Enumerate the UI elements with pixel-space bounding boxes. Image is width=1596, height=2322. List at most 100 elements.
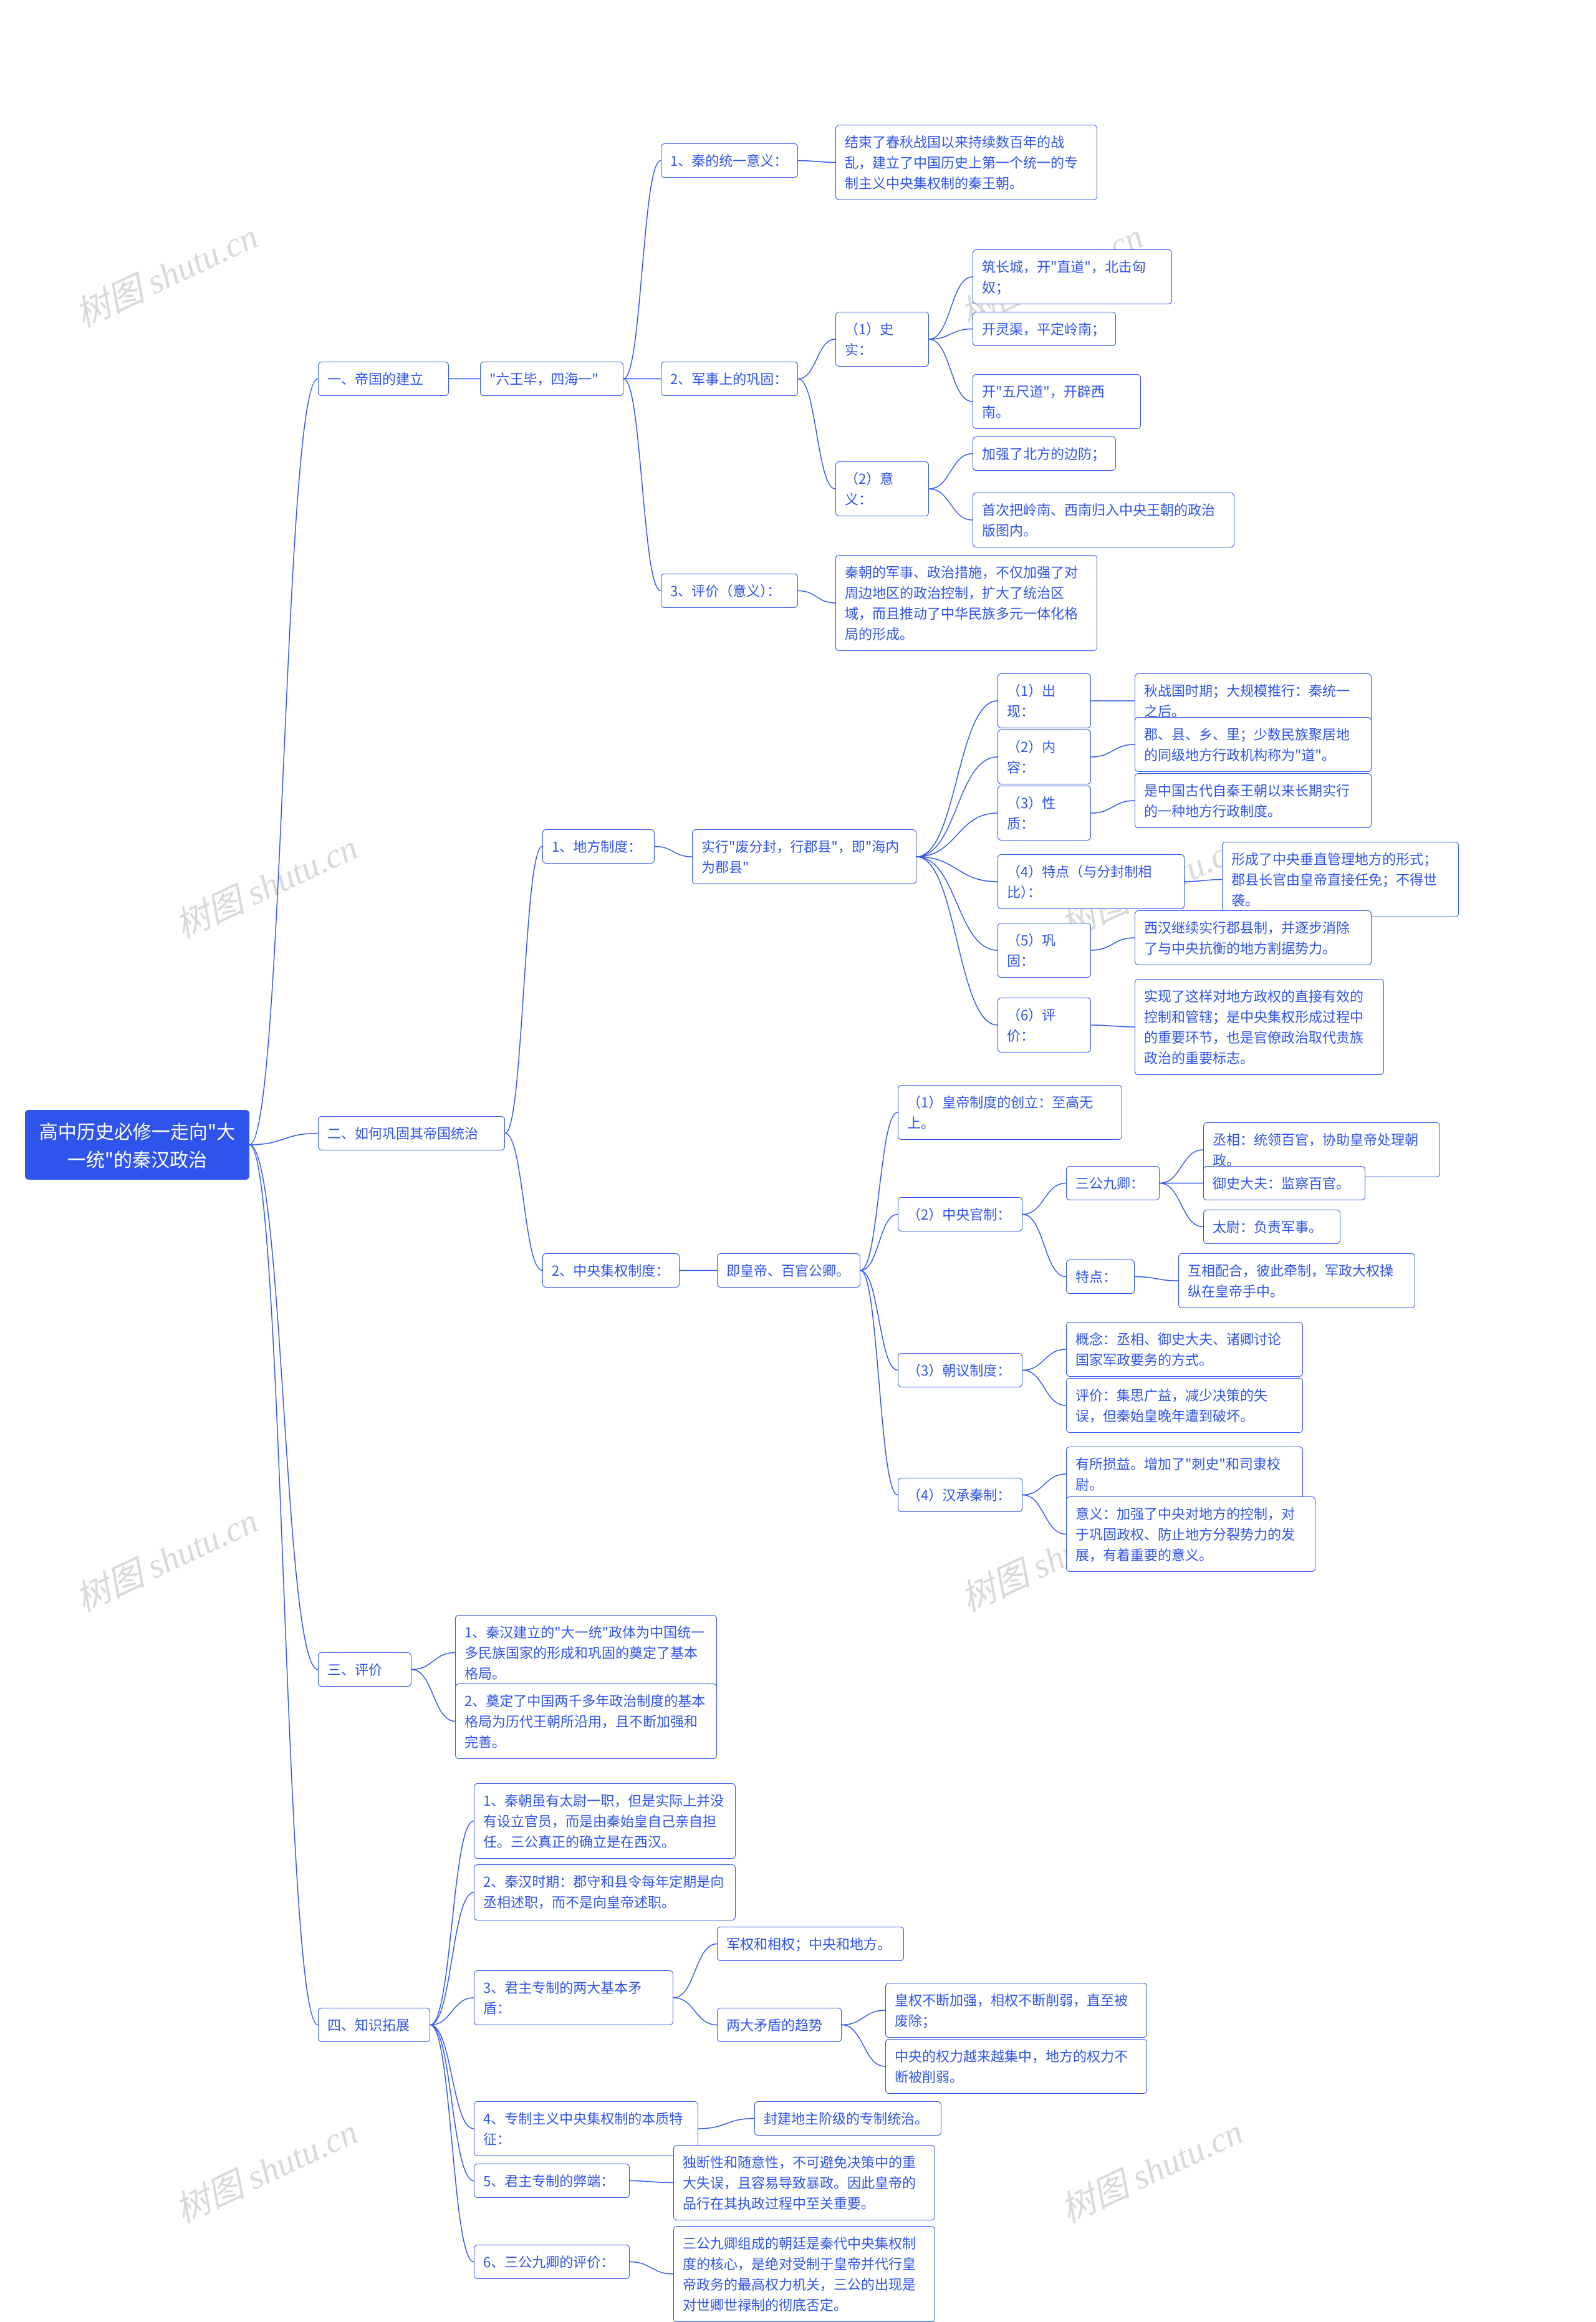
mindmap-node: 三、评价 (318, 1652, 411, 1687)
mindmap-node: 特点： (1066, 1260, 1135, 1294)
mindmap-node: 6、三公九卿的评价： (474, 2245, 630, 2279)
mindmap-edge (1185, 880, 1222, 882)
mindmap-node: 独断性和随意性，不可避免决策中的重大失误，且容易导致暴政。因此皇帝的品行在其执政… (673, 2145, 935, 2220)
mindmap-node: （4）汉承秦制： (898, 1478, 1022, 1512)
mindmap-edge (505, 1134, 542, 1271)
watermark: 树图 shutu.cn (166, 2104, 365, 2233)
mindmap-node: （5）巩固： (998, 923, 1091, 978)
mindmap-edge (842, 2025, 885, 2067)
mindmap-edge (929, 489, 973, 520)
mindmap-node: 三公九卿： (1066, 1166, 1160, 1200)
mindmap-edge (630, 2262, 673, 2275)
mindmap-node: 互相配合，彼此牵制，军政大权操纵在皇帝手中。 (1178, 1253, 1415, 1308)
mindmap-node: （2）中央官制： (898, 1197, 1022, 1231)
mindmap-node: （4）特点（与分封制相比）： (998, 854, 1185, 909)
mindmap-edge (929, 329, 973, 340)
mindmap-edge (1091, 744, 1135, 757)
mindmap-edge (505, 847, 542, 1134)
mindmap-node: 郡、县、乡、里；少数民族聚居地的同级地方行政机构称为"道"。 (1135, 717, 1372, 772)
mindmap-node: （6）评价： (998, 998, 1091, 1053)
mindmap-node: 结束了春秋战国以来持续数百年的战乱，建立了中国历史上第一个统一的专制主义中央集权… (835, 125, 1097, 200)
mindmap-edge (430, 2025, 474, 2129)
mindmap-edge (1091, 801, 1135, 813)
mindmap-node: 是中国古代自秦王朝以来长期实行的一种地方行政制度。 (1135, 773, 1372, 828)
mindmap-edge (860, 1271, 898, 1495)
mindmap-edge (1022, 1371, 1066, 1406)
mindmap-node: 形成了中央垂直管理地方的形式；郡县长官由皇帝直接任免；不得世袭。 (1222, 842, 1459, 917)
mindmap-node: （2）意义： (835, 461, 929, 516)
mindmap-node: 4、专制主义中央集权制的本质特征： (474, 2101, 698, 2156)
mindmap-edge (1091, 1025, 1135, 1027)
mindmap-node: "六王毕，四海一" (480, 362, 623, 396)
mindmap-node: 2、奠定了中国两千多年政治制度的基本格局为历代王朝所沿用，且不断加强和完善。 (455, 1684, 717, 1759)
mindmap-node: 实行"废分封，行郡县"，即"海内为郡县" (692, 829, 916, 884)
mindmap-node: 皇权不断加强，相权不断削弱，直至被废除； (885, 1983, 1147, 2038)
mindmap-edge (798, 591, 835, 604)
mindmap-node: 中央的权力越来越集中，地方的权力不断被削弱。 (885, 2039, 1147, 2094)
mindmap-node: 1、秦朝虽有太尉一职，但是实际上并没有设立官员，而是由秦始皇自己亲自担任。三公真… (474, 1783, 736, 1859)
mindmap-edge (430, 1892, 474, 2025)
mindmap-edge (1022, 1183, 1066, 1215)
watermark: 树图 shutu.cn (66, 209, 265, 337)
mindmap-node: （1）史实： (835, 312, 929, 367)
mindmap-node: （3）朝议制度： (898, 1353, 1022, 1387)
mindmap-node: 两大矛盾的趋势 (717, 2008, 842, 2042)
mindmap-node: 概念：丞相、御史大夫、诸卿讨论国家军政要务的方式。 (1066, 1322, 1303, 1377)
mindmap-edge (430, 1998, 474, 2025)
mindmap-node: 3、评价（意义）： (661, 574, 798, 608)
mindmap-edge (698, 2119, 754, 2129)
mindmap-edge (673, 1998, 717, 2025)
mindmap-edge (798, 379, 835, 489)
mindmap-node: 实现了这样对地方政权的直接有效的控制和管辖；是中央集权形成过程中的重要环节，也是… (1135, 979, 1384, 1075)
mindmap-edge (929, 277, 973, 339)
mindmap-edge (916, 857, 998, 950)
mindmap-edge (430, 2025, 474, 2262)
mindmap-node: 2、军事上的巩固： (661, 362, 798, 396)
mindmap-node: 秦朝的军事、政治措施，不仅加强了对周边地区的政治控制，扩大了统治区域，而且推动了… (835, 555, 1097, 651)
mindmap-edge (860, 1271, 898, 1371)
mindmap-node: 开灵渠，平定岭南； (973, 312, 1116, 346)
mindmap-edge (655, 847, 692, 857)
mindmap-edge (929, 454, 973, 489)
mindmap-node: （1）出现： (998, 673, 1091, 728)
mindmap-edge (842, 2010, 885, 2025)
mindmap-edge (249, 379, 318, 1145)
mindmap-node: 四、知识拓展 (318, 2008, 430, 2042)
mindmap-edge (1160, 1183, 1203, 1227)
mindmap-edge (916, 701, 998, 857)
mindmap-edge (929, 339, 973, 402)
mindmap-node: 评价：集思广益，减少决策的失误，但秦始皇晚年遭到破坏。 (1066, 1378, 1303, 1433)
mindmap-edge (1022, 1349, 1066, 1371)
mindmap-edge (623, 161, 661, 379)
mindmap-node: 西汉继续实行郡县制，并逐步消除了与中央抗衡的地方割据势力。 (1135, 910, 1372, 965)
mindmap-node: 太尉：负责军事。 (1203, 1210, 1340, 1244)
mindmap-node: 有所损益。增加了"刺史"和司隶校尉。 (1066, 1447, 1303, 1501)
mindmap-edge (916, 813, 998, 857)
mindmap-edge (430, 2025, 474, 2181)
mindmap-node: 2、中央集权制度： (542, 1253, 680, 1288)
mindmap-node: 军权和相权；中央和地方。 (717, 1927, 904, 1961)
mindmap-node: 御史大夫：监察百官。 (1203, 1166, 1365, 1200)
mindmap-node: （1）皇帝制度的创立：至高无上。 (898, 1085, 1122, 1140)
mindmap-node: 三公九卿组成的朝廷是秦代中央集权制度的核心，是绝对受制于皇帝并代行皇帝政务的最高… (673, 2226, 935, 2322)
mindmap-edge (1135, 1277, 1178, 1281)
mindmap-edge (860, 1215, 898, 1271)
mindmap-edge (1022, 1474, 1066, 1495)
mindmap-edge (798, 161, 835, 163)
mindmap-node: 意义：加强了中央对地方的控制，对于巩固政权、防止地方分裂势力的发展，有着重要的意… (1066, 1496, 1315, 1572)
mindmap-edge (411, 1653, 455, 1670)
mindmap-edge (916, 757, 998, 857)
mindmap-edge (249, 1134, 318, 1145)
mindmap-node: 2、秦汉时期：郡守和县令每年定期是向丞相述职，而不是向皇帝述职。 (474, 1864, 736, 1920)
mindmap-node: 5、君主专制的弊端： (474, 2164, 630, 2198)
mindmap-node: 封建地主阶级的专制统治。 (754, 2101, 941, 2136)
mindmap-edge (249, 1145, 318, 1670)
mindmap-edge (1022, 1495, 1066, 1534)
mindmap-node: 1、秦汉建立的"大一统"政体为中国统一多民族国家的形成和巩固的奠定了基本格局。 (455, 1615, 717, 1690)
mindmap-node: 首次把岭南、西南归入中央王朝的政治版图内。 (973, 493, 1234, 547)
mindmap-edge (1022, 1215, 1066, 1277)
mindmap-node: 3、君主专制的两大基本矛盾： (474, 1970, 673, 2025)
mindmap-node: 筑长城，开"直道"，北击匈奴； (973, 249, 1172, 304)
mindmap-edge (798, 339, 835, 379)
watermark: 树图 shutu.cn (166, 820, 365, 948)
